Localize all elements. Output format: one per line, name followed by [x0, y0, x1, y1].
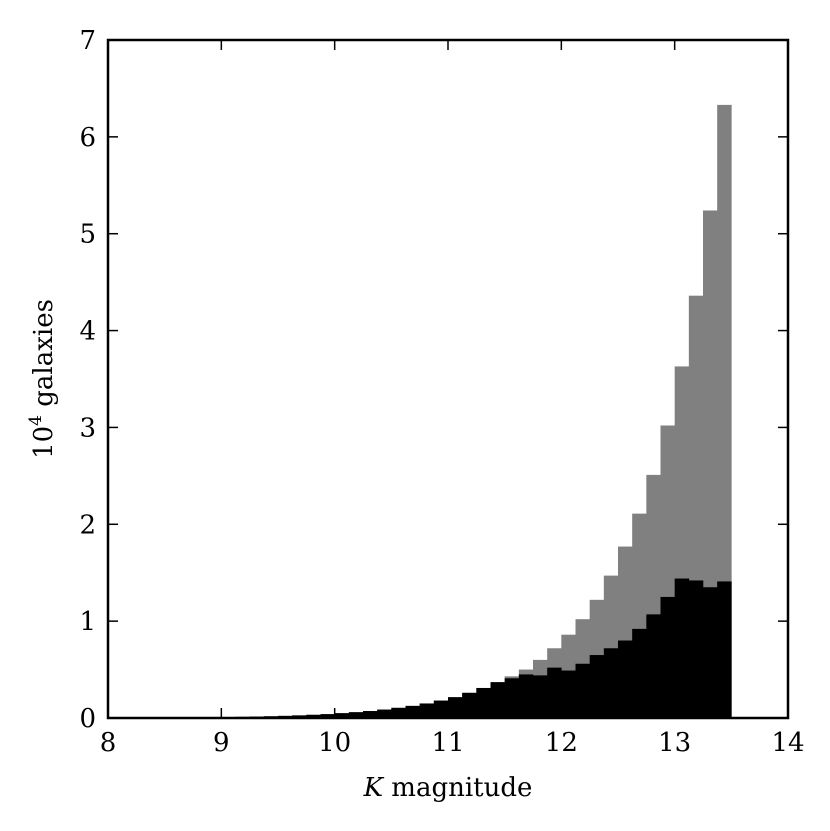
y-axis-label-exponent: 4	[26, 415, 46, 426]
x-axis-label-text: magnitude	[383, 773, 532, 803]
x-axis-label: K magnitude	[363, 773, 533, 803]
y-tick-label: 7	[79, 26, 96, 56]
y-tick-label: 2	[79, 510, 96, 540]
bar-black	[717, 581, 731, 718]
bar-black	[590, 655, 604, 718]
x-tick-label: 14	[771, 728, 804, 758]
bar-black	[491, 682, 505, 718]
bar-black	[377, 710, 391, 718]
bar-black	[604, 648, 618, 718]
series-gray-bars	[136, 105, 731, 718]
bar-black	[420, 703, 434, 718]
y-tick-label: 1	[79, 607, 96, 637]
bar-black	[646, 614, 660, 718]
bar-black	[632, 629, 646, 718]
y-axis-label-base: 10	[29, 426, 59, 459]
x-tick-label: 9	[213, 728, 230, 758]
bar-black	[661, 597, 675, 718]
bar-black	[703, 587, 717, 718]
bar-black	[391, 708, 405, 718]
x-tick-label: 8	[100, 728, 117, 758]
y-tick-label: 5	[79, 220, 96, 250]
y-tick-labels: 0 1 2 3 4 5 6 7	[79, 26, 96, 734]
bar-black	[448, 697, 462, 718]
y-tick-label: 4	[79, 317, 96, 347]
x-tick-labels: 8 9 10 11 12 13 14	[100, 728, 805, 758]
x-tick-label: 12	[545, 728, 578, 758]
x-tick-label: 13	[658, 728, 691, 758]
y-axis-label-text: galaxies	[29, 299, 59, 415]
bar-black	[547, 668, 561, 718]
x-tick-label: 10	[318, 728, 351, 758]
y-tick-label: 3	[79, 413, 96, 443]
y-tick-label: 6	[79, 123, 96, 153]
x-tick-label: 11	[431, 728, 464, 758]
bar-black	[561, 671, 575, 718]
bar-black	[618, 641, 632, 718]
bar-black	[576, 664, 590, 718]
x-axis-label-variable: K	[363, 773, 385, 803]
bar-black	[476, 688, 490, 718]
bar-black	[519, 674, 533, 718]
bar-black	[505, 678, 519, 718]
y-tick-label: 0	[79, 704, 96, 734]
bar-black	[675, 579, 689, 718]
bar-black	[434, 701, 448, 718]
bar-black	[406, 706, 420, 718]
bar-black	[462, 693, 476, 718]
y-axis-label: 104 galaxies	[26, 299, 59, 459]
bar-black	[533, 675, 547, 718]
bar-black	[689, 580, 703, 718]
